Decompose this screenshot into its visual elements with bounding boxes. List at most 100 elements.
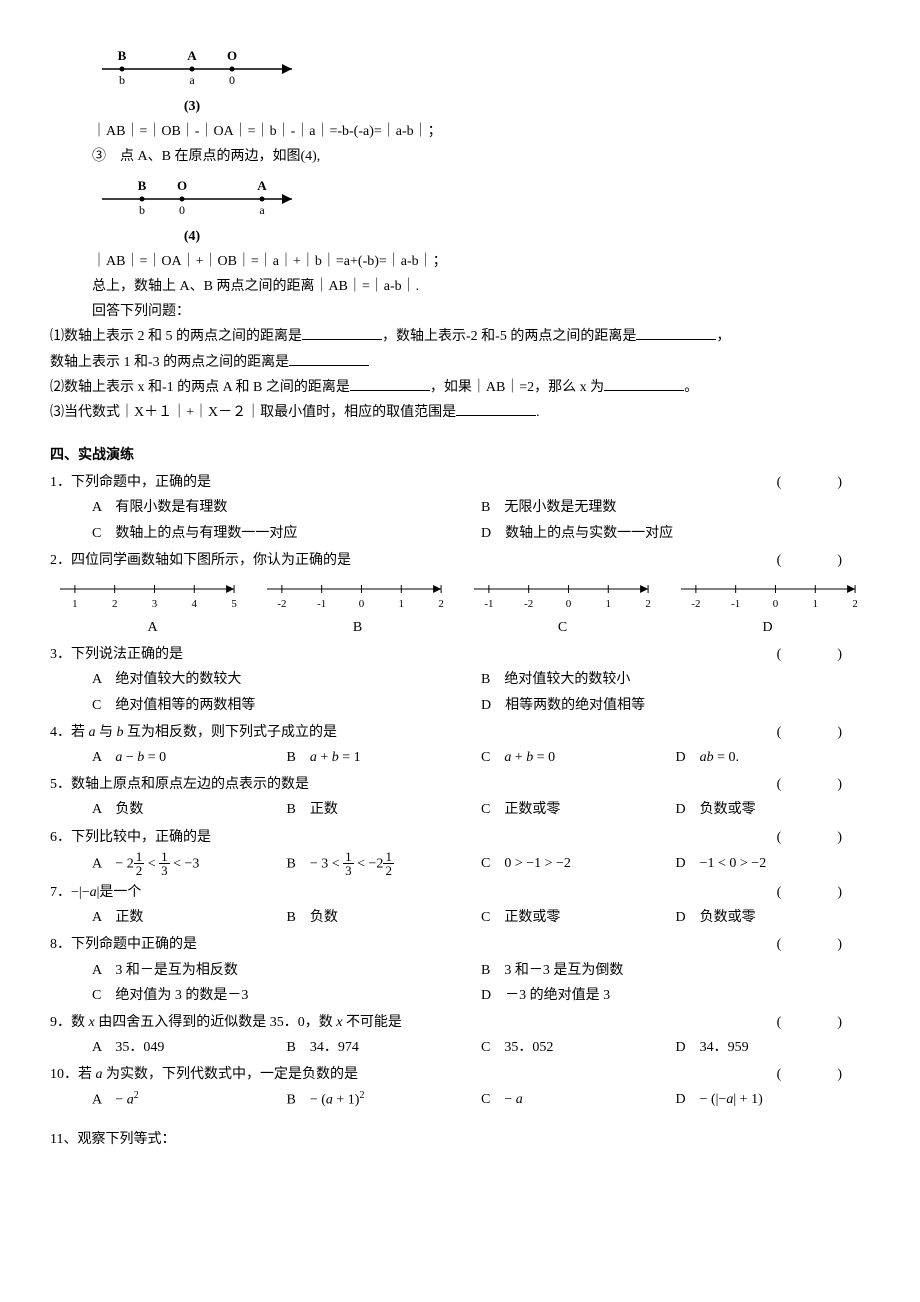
q4-mid: 与 — [96, 725, 117, 740]
svg-text:b: b — [139, 203, 145, 217]
sub1a: ⑴数轴上表示 2 和 5 的两点之间的距离是 — [50, 329, 302, 344]
q6-C: C 0 > −1 > −2 — [481, 851, 676, 876]
q2-letter-D: D — [665, 615, 870, 640]
q4-B: B a + b = 1 — [287, 745, 482, 770]
q7-stem: 7．−|−a|是一个 — [50, 880, 777, 905]
sub1b: ，数轴上表示-2 和-5 的两点之间的距离是 — [382, 329, 636, 344]
svg-text:0: 0 — [773, 598, 779, 610]
svg-text:2: 2 — [438, 598, 443, 610]
q9-mid: 由四舍五入得到的近似数是 35．0，数 — [95, 1015, 337, 1030]
svg-text:0: 0 — [179, 203, 185, 217]
q7: 7．−|−a|是一个 ( ) — [50, 880, 870, 905]
q1-A: A 有限小数是有理数 — [92, 495, 481, 520]
paren: ( ) — [777, 470, 870, 495]
q10-post: 为实数，下列代数式中，一定是负数的是 — [103, 1067, 359, 1082]
paren: ( ) — [777, 720, 870, 745]
svg-text:-2: -2 — [277, 598, 286, 610]
q5-stem: 5．数轴上原点和原点左边的点表示的数是 — [50, 772, 777, 797]
q5-C: C 正数或零 — [481, 797, 676, 822]
svg-text:0: 0 — [229, 73, 235, 87]
q1-B: B 无限小数是无理数 — [481, 495, 870, 520]
q3-stem: 3．下列说法正确的是 — [50, 642, 777, 667]
svg-text:b: b — [119, 73, 125, 87]
blank — [604, 376, 684, 391]
q9-opts: A 35．049 B 34．974 C 35．052 D 34．959 — [50, 1035, 870, 1060]
q9-pre: 9．数 — [50, 1015, 89, 1030]
paren: ( ) — [777, 1010, 870, 1035]
q8-opts2: C 绝对值为 3 的数是－3 D －3 的绝对值是 3 — [50, 983, 870, 1008]
q10-a: a — [96, 1067, 103, 1082]
q9-A: A 35．049 — [92, 1035, 287, 1060]
sub1d: 数轴上表示 1 和-3 的两点之间的距离是 — [50, 355, 289, 370]
q5-D: D 负数或零 — [676, 797, 871, 822]
paren: ( ) — [777, 772, 870, 797]
blank — [289, 351, 369, 366]
nl4-svg: BbO0Aa — [92, 176, 312, 222]
q4-D: D ab = 0. — [676, 745, 871, 770]
q2-stem: 2．四位同学画数轴如下图所示，你认为正确的是 — [50, 548, 777, 573]
svg-text:1: 1 — [72, 598, 77, 610]
svg-text:0: 0 — [359, 598, 365, 610]
q10-A: A − a2 — [92, 1087, 287, 1113]
q10-B: B − (a + 1)2 — [287, 1087, 482, 1113]
q7-D: D 负数或零 — [676, 905, 871, 930]
svg-text:-1: -1 — [731, 598, 740, 610]
q1-opts: A 有限小数是有理数 B 无限小数是无理数 — [50, 495, 870, 520]
q10-stem: 10．若 a 为实数，下列代数式中，一定是负数的是 — [50, 1062, 777, 1087]
svg-text:1: 1 — [606, 598, 611, 610]
nl4-caption: (4) — [92, 224, 292, 249]
sub2a: ⑵数轴上表示 x 和-1 的两点 A 和 B 之间的距离是 — [50, 380, 350, 395]
q6: 6．下列比较中，正确的是 ( ) — [50, 825, 870, 850]
sub3b: . — [536, 405, 540, 420]
q10-D: D − (|−a| + 1) — [676, 1087, 871, 1113]
blank — [456, 401, 536, 416]
q2-letters: A B C D — [50, 615, 870, 640]
q7-C: C 正数或零 — [481, 905, 676, 930]
q8-B: B 3 和－3 是互为倒数 — [481, 958, 870, 983]
subq-2: ⑵数轴上表示 x 和-1 的两点 A 和 B 之间的距离是，如果｜AB｜=2，那… — [50, 375, 870, 400]
paren: ( ) — [777, 880, 870, 905]
q6-A: A − 212 < 13 < −3 — [92, 850, 287, 878]
q1-opts2: C 数轴上的点与有理数一一对应 D 数轴上的点与实数一一对应 — [50, 521, 870, 546]
q3-opts: A 绝对值较大的数较大 B 绝对值较大的数较小 — [50, 667, 870, 692]
svg-text:3: 3 — [152, 598, 158, 610]
q9-C: C 35．052 — [481, 1035, 676, 1060]
svg-text:O: O — [227, 48, 237, 63]
paren: ( ) — [777, 1062, 870, 1087]
nl3-caption: (3) — [92, 94, 292, 119]
svg-text:1: 1 — [399, 598, 404, 610]
q4-stem: 4．若 a 与 b 互为相反数，则下列式子成立的是 — [50, 720, 777, 745]
q3-C: C 绝对值相等的两数相等 — [92, 693, 481, 718]
q7-B: B 负数 — [287, 905, 482, 930]
svg-text:2: 2 — [112, 598, 117, 610]
q5: 5．数轴上原点和原点左边的点表示的数是 ( ) — [50, 772, 870, 797]
q2: 2．四位同学画数轴如下图所示，你认为正确的是 ( ) — [50, 548, 870, 573]
svg-text:a: a — [259, 203, 265, 217]
svg-text:-1: -1 — [317, 598, 326, 610]
q4-pre: 4．若 — [50, 725, 89, 740]
svg-text:-2: -2 — [691, 598, 700, 610]
number-line-4: BbO0Aa (4) — [50, 170, 870, 249]
subq-1: ⑴数轴上表示 2 和 5 的两点之间的距离是 ，数轴上表示-2 和-5 的两点之间… — [50, 324, 870, 349]
q9-post: 不可能是 — [342, 1015, 402, 1030]
svg-text:4: 4 — [192, 598, 198, 610]
svg-text:2: 2 — [852, 598, 857, 610]
summary-line: 总上，数轴上 A、B 两点之间的距离｜AB｜=｜a-b｜. — [50, 274, 870, 299]
svg-text:0: 0 — [566, 598, 572, 610]
q1-C: C 数轴上的点与有理数一一对应 — [92, 521, 481, 546]
q8-A: A 3 和－是互为相反数 — [92, 958, 481, 983]
answer-heading: 回答下列问题： — [50, 299, 870, 324]
q1-D: D 数轴上的点与实数一一对应 — [481, 521, 870, 546]
q2-number-lines: 12345-2-1012-1-2012-2-1012 — [50, 577, 870, 611]
q7-pre: 7． — [50, 885, 71, 900]
blank — [636, 325, 716, 340]
q2-letter-C: C — [460, 615, 665, 640]
q1-stem: 1．下列命题中，正确的是 — [50, 470, 777, 495]
q10: 10．若 a 为实数，下列代数式中，一定是负数的是 ( ) — [50, 1062, 870, 1087]
case-3: ③ 点 A、B 在原点的两边，如图(4), — [50, 144, 870, 169]
q5-B: B 正数 — [287, 797, 482, 822]
subq-1d: 数轴上表示 1 和-3 的两点之间的距离是 — [50, 350, 870, 375]
svg-text:B: B — [138, 178, 147, 193]
svg-text:a: a — [189, 73, 195, 87]
eq-line-4: ｜AB｜=｜OA｜+｜OB｜=｜a｜+｜b｜=a+(-b)=｜a-b｜； — [50, 249, 870, 274]
